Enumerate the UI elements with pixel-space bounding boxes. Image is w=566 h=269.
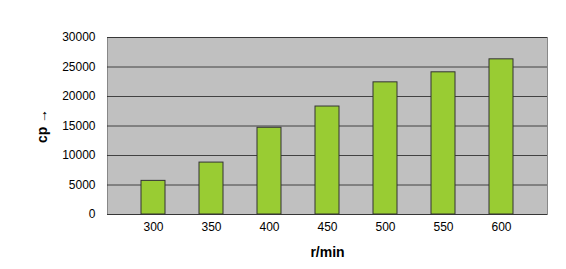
svg-text:0: 0 <box>89 207 96 221</box>
svg-text:550: 550 <box>433 220 453 234</box>
svg-text:350: 350 <box>201 220 221 234</box>
svg-text:10000: 10000 <box>62 148 96 162</box>
svg-text:5000: 5000 <box>69 178 96 192</box>
svg-text:r/min: r/min <box>310 244 344 260</box>
svg-text:15000: 15000 <box>62 119 96 133</box>
svg-text:500: 500 <box>375 220 395 234</box>
svg-text:450: 450 <box>317 220 337 234</box>
svg-text:30000: 30000 <box>62 30 96 44</box>
svg-text:20000: 20000 <box>62 89 96 103</box>
svg-text:600: 600 <box>491 220 511 234</box>
svg-text:25000: 25000 <box>62 60 96 74</box>
svg-text:400: 400 <box>259 220 279 234</box>
svg-text:cp →: cp → <box>34 109 50 143</box>
svg-text:300: 300 <box>143 220 163 234</box>
